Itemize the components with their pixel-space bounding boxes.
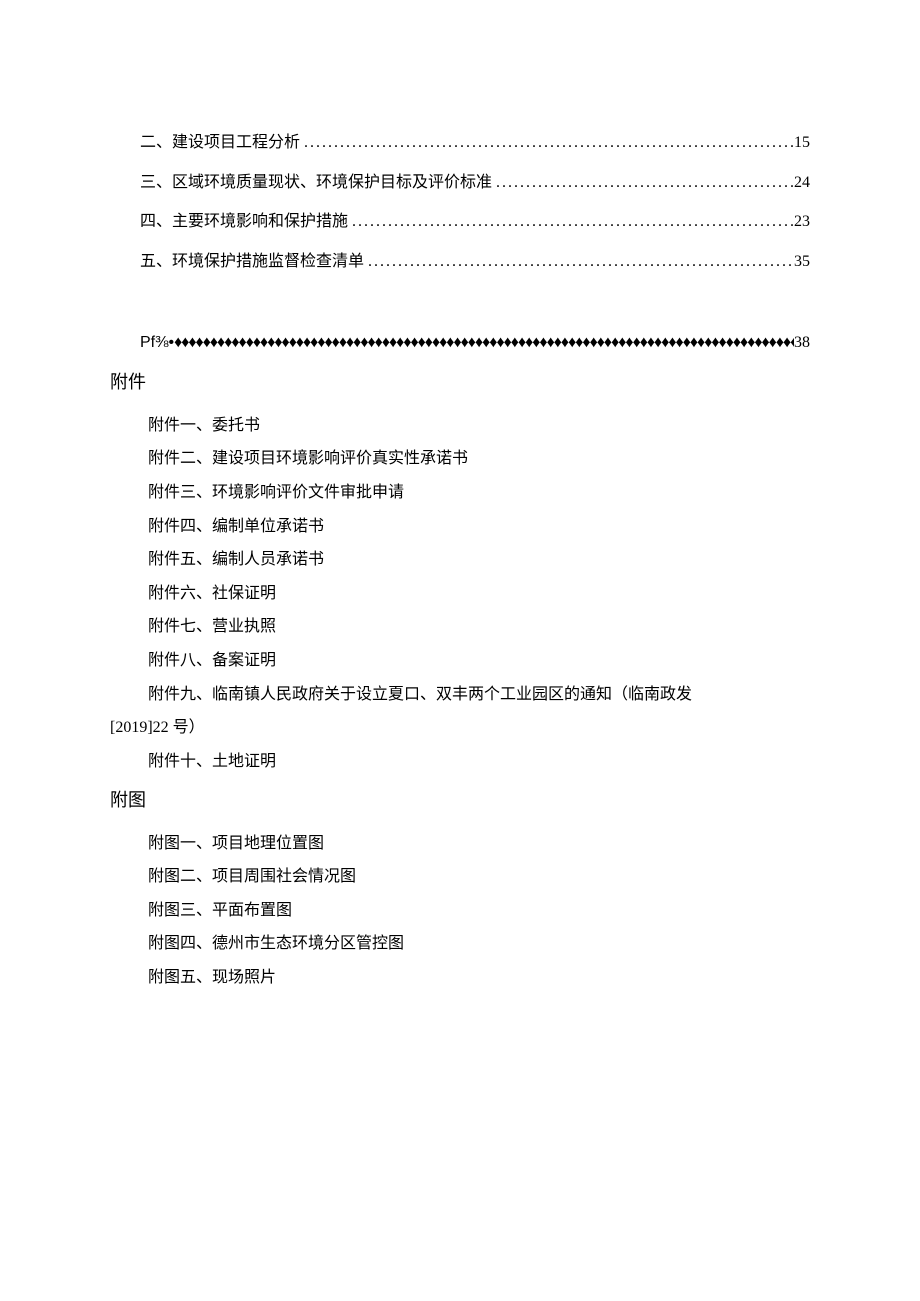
toc-dots: ........................................… xyxy=(348,209,794,235)
toc-entry: 四、主要环境影响和保护措施 ..........................… xyxy=(140,209,810,235)
toc-page: 15 xyxy=(794,130,810,156)
figure-item: 附图一、项目地理位置图 xyxy=(110,827,810,861)
figures-heading: 附图 xyxy=(110,784,810,816)
figure-item: 附图三、平面布置图 xyxy=(110,894,810,928)
toc-entry: 二、建设项目工程分析 .............................… xyxy=(140,130,810,156)
attachment-item-continuation: [2019]22 号） xyxy=(110,711,810,745)
toc-label: 三、区域环境质量现状、环境保护目标及评价标准 xyxy=(140,170,492,196)
special-page: 38 xyxy=(794,334,810,352)
attachments-heading: 附件 xyxy=(110,366,810,398)
attachment-item: 附件五、编制人员承诺书 xyxy=(110,543,810,577)
toc-label: 二、建设项目工程分析 xyxy=(140,130,300,156)
attachment-item: 附件十、土地证明 xyxy=(110,745,810,779)
attachment-item: 附件七、营业执照 xyxy=(110,610,810,644)
attachment-item: 附件九、临南镇人民政府关于设立夏口、双丰两个工业园区的通知（临南政发 xyxy=(110,678,810,712)
special-prefix: Pf⅜• xyxy=(140,334,174,352)
attachment-item: 附件一、委托书 xyxy=(110,409,810,443)
attachment-item: 附件六、社保证明 xyxy=(110,577,810,611)
toc-page: 35 xyxy=(794,249,810,275)
toc-entry: 五、环境保护措施监督检查清单 .........................… xyxy=(140,249,810,275)
toc-entry: 三、区域环境质量现状、环境保护目标及评价标准 .................… xyxy=(140,170,810,196)
figure-item: 附图二、项目周围社会情况图 xyxy=(110,860,810,894)
toc-label: 五、环境保护措施监督检查清单 xyxy=(140,249,364,275)
attachment-item: 附件八、备案证明 xyxy=(110,644,810,678)
figure-item: 附图四、德州市生态环境分区管控图 xyxy=(110,927,810,961)
attachment-item: 附件二、建设项目环境影响评价真实性承诺书 xyxy=(110,442,810,476)
special-diamonds: ♦♦♦♦♦♦♦♦♦♦♦♦♦♦♦♦♦♦♦♦♦♦♦♦♦♦♦♦♦♦♦♦♦♦♦♦♦♦♦♦… xyxy=(174,334,794,352)
toc-dots: ........................................… xyxy=(300,130,794,156)
attachment-item: 附件四、编制单位承诺书 xyxy=(110,510,810,544)
toc-page: 23 xyxy=(794,209,810,235)
toc-page: 24 xyxy=(794,170,810,196)
toc-label: 四、主要环境影响和保护措施 xyxy=(140,209,348,235)
figure-item: 附图五、现场照片 xyxy=(110,961,810,995)
toc-dots: ........................................… xyxy=(492,170,794,196)
attachment-item: 附件三、环境影响评价文件审批申请 xyxy=(110,476,810,510)
special-toc-entry: Pf⅜• ♦♦♦♦♦♦♦♦♦♦♦♦♦♦♦♦♦♦♦♦♦♦♦♦♦♦♦♦♦♦♦♦♦♦♦… xyxy=(110,334,810,352)
table-of-contents: 二、建设项目工程分析 .............................… xyxy=(110,130,810,274)
toc-dots: ........................................… xyxy=(364,249,794,275)
